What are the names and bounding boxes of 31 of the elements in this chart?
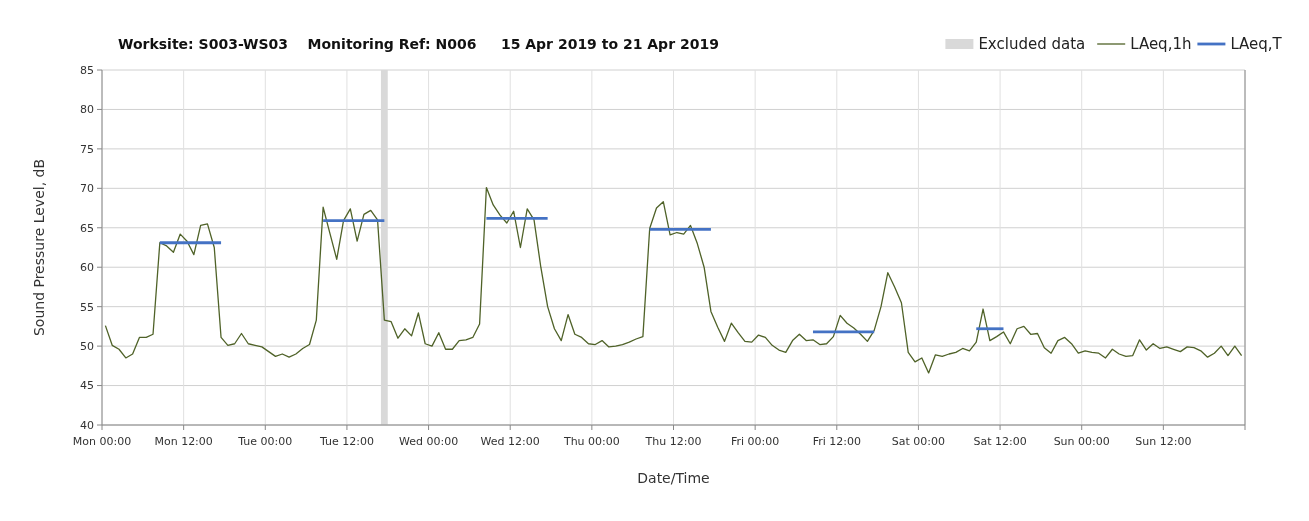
- x-axis-title: Date/Time: [637, 470, 710, 486]
- line-series: [104, 186, 1243, 374]
- y-tick-label: 70: [80, 182, 94, 196]
- y-tick-label: 60: [80, 261, 94, 275]
- x-tick-label: Thu 12:00: [644, 435, 702, 448]
- x-tick-label: Mon 12:00: [154, 435, 213, 448]
- x-tick-label: Sun 12:00: [1135, 435, 1192, 448]
- legend-label: LAeq,T: [1230, 35, 1283, 54]
- x-tick-label: Wed 12:00: [480, 435, 540, 448]
- x-tick-label: Tue 12:00: [318, 435, 374, 448]
- x-tick-label: Fri 12:00: [812, 435, 861, 448]
- chart-title: Worksite: S003-WS03 Monitoring Ref: N006 15 Apr 2019 to 21 Apr 2019: [118, 36, 719, 52]
- x-tick-label: Thu 00:00: [562, 435, 620, 448]
- x-tick-label: Wed 00:00: [398, 435, 459, 448]
- legend-label: Excluded data: [978, 35, 1086, 54]
- x-tick-label: Sat 12:00: [973, 435, 1027, 448]
- x-tick-label: Mon 00:00: [72, 435, 132, 448]
- x-tick-label: Fri 00:00: [730, 435, 780, 448]
- y-axis-title: Sound Pressure Level, dB: [31, 158, 47, 337]
- y-tick-label: 55: [80, 300, 94, 314]
- x-tick-label: Sat 00:00: [891, 435, 946, 448]
- x-tick-label: Sun 00:00: [1053, 435, 1110, 448]
- y-tick-label: 85: [80, 63, 94, 77]
- y-tick-label: 75: [80, 142, 94, 156]
- y-tick-label: 50: [80, 339, 94, 353]
- y-tick-label: 80: [80, 103, 94, 117]
- x-tick-label: Tue 00:00: [237, 435, 293, 448]
- y-tick-label: 65: [80, 221, 94, 235]
- legend-label: LAeq,1h: [1130, 35, 1192, 54]
- y-tick-label: 40: [80, 418, 94, 432]
- y-tick-label: 45: [80, 379, 94, 393]
